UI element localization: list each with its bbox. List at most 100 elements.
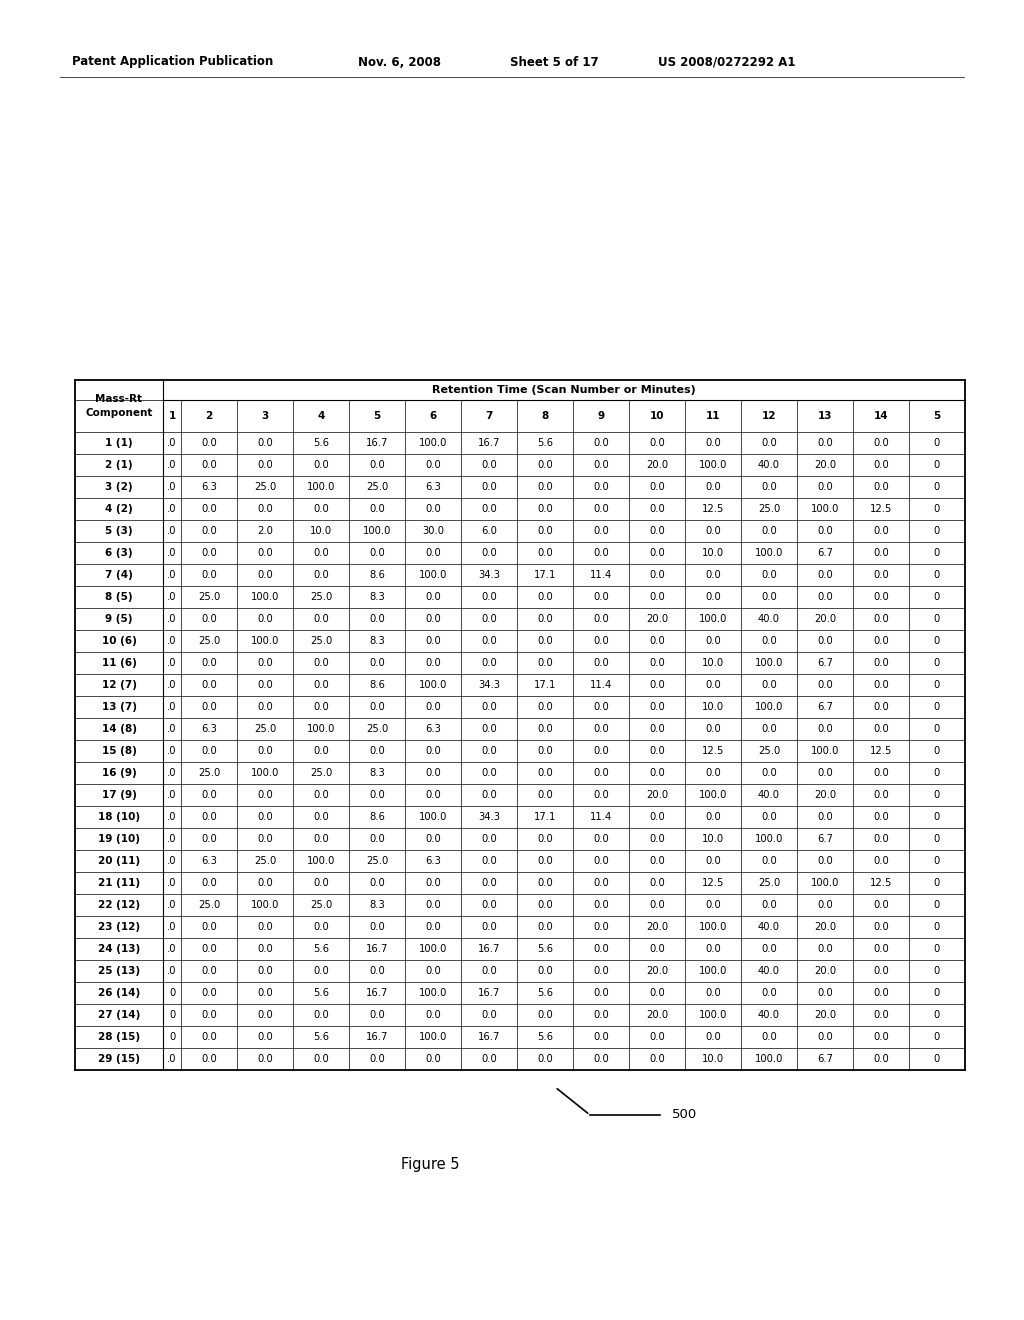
Text: 34.3: 34.3 [478,570,500,579]
Text: 0.0: 0.0 [313,789,329,800]
Text: 0.0: 0.0 [369,504,385,513]
Text: 0.0: 0.0 [201,966,217,975]
Text: 0: 0 [934,636,940,645]
Text: 0.0: 0.0 [873,438,889,447]
Text: Nov. 6, 2008: Nov. 6, 2008 [358,55,441,69]
Text: 0.0: 0.0 [201,614,217,624]
Text: 0.0: 0.0 [649,878,665,888]
Text: 20.0: 20.0 [814,921,836,932]
Text: 25.0: 25.0 [758,746,780,756]
Text: 0.0: 0.0 [201,680,217,690]
Text: 0.0: 0.0 [649,504,665,513]
Text: 0.0: 0.0 [649,900,665,909]
Text: 0.0: 0.0 [201,812,217,822]
Text: 0.0: 0.0 [817,680,833,690]
Text: 0.0: 0.0 [538,636,553,645]
Text: 0.0: 0.0 [817,812,833,822]
Text: 0.0: 0.0 [817,525,833,536]
Text: 10.0: 10.0 [310,525,332,536]
Text: 0.0: 0.0 [257,987,272,998]
Text: 25.0: 25.0 [310,900,332,909]
Text: 0.0: 0.0 [649,525,665,536]
Text: 0.0: 0.0 [425,768,441,777]
Text: 0.0: 0.0 [369,614,385,624]
Text: .0: .0 [167,636,177,645]
Text: 100.0: 100.0 [419,1032,447,1041]
Text: 0: 0 [934,768,940,777]
Text: 100.0: 100.0 [811,504,840,513]
Text: 0.0: 0.0 [313,459,329,470]
Text: 6.3: 6.3 [201,482,217,492]
Text: 0.0: 0.0 [313,878,329,888]
Text: 0: 0 [169,1032,175,1041]
Text: 0: 0 [934,591,940,602]
Text: 2: 2 [206,411,213,421]
Text: 0.0: 0.0 [201,878,217,888]
Text: 0.0: 0.0 [649,657,665,668]
Text: 100.0: 100.0 [755,834,783,843]
Text: 0.0: 0.0 [873,459,889,470]
Text: 0.0: 0.0 [201,789,217,800]
Text: 0.0: 0.0 [761,591,777,602]
Text: 0: 0 [934,812,940,822]
Text: 0.0: 0.0 [257,878,272,888]
Text: 0.0: 0.0 [649,438,665,447]
Text: 20.0: 20.0 [646,789,668,800]
Text: 0.0: 0.0 [425,834,441,843]
Text: 10.0: 10.0 [701,1053,724,1064]
Text: 5.6: 5.6 [537,438,553,447]
Text: 0.0: 0.0 [481,1053,497,1064]
Text: 0.0: 0.0 [257,944,272,954]
Text: 0.0: 0.0 [201,921,217,932]
Text: 0.0: 0.0 [313,1010,329,1020]
Text: 0.0: 0.0 [481,657,497,668]
Text: 0.0: 0.0 [313,548,329,558]
Text: 0.0: 0.0 [481,504,497,513]
Text: 25.0: 25.0 [310,768,332,777]
Text: 0.0: 0.0 [873,987,889,998]
Text: 5.6: 5.6 [537,1032,553,1041]
Text: 0.0: 0.0 [706,855,721,866]
Text: 0.0: 0.0 [313,1053,329,1064]
Text: 0.0: 0.0 [538,746,553,756]
Text: 0.0: 0.0 [481,921,497,932]
Text: 6.3: 6.3 [201,723,217,734]
Text: 0: 0 [934,723,940,734]
Text: 0.0: 0.0 [313,504,329,513]
Text: 30.0: 30.0 [422,525,444,536]
Text: .0: .0 [167,746,177,756]
Text: 8.6: 8.6 [369,680,385,690]
Text: 25.0: 25.0 [310,636,332,645]
Text: Sheet 5 of 17: Sheet 5 of 17 [510,55,599,69]
Text: .0: .0 [167,482,177,492]
Text: 0.0: 0.0 [817,855,833,866]
Text: 100.0: 100.0 [698,1010,727,1020]
Text: 0.0: 0.0 [649,944,665,954]
Text: 0.0: 0.0 [538,591,553,602]
Text: 40.0: 40.0 [758,789,780,800]
Text: 0.0: 0.0 [481,768,497,777]
Text: 12.5: 12.5 [701,504,724,513]
Text: 0: 0 [934,548,940,558]
Text: 0.0: 0.0 [257,834,272,843]
Text: 12.5: 12.5 [701,878,724,888]
Text: 0.0: 0.0 [593,1010,609,1020]
Text: 0.0: 0.0 [649,636,665,645]
Text: 5: 5 [374,411,381,421]
Text: 0.0: 0.0 [425,702,441,711]
Text: .0: .0 [167,614,177,624]
Text: 9 (5): 9 (5) [105,614,133,624]
Text: .0: .0 [167,966,177,975]
Text: .0: .0 [167,680,177,690]
Text: 0.0: 0.0 [313,702,329,711]
Text: 0.0: 0.0 [425,614,441,624]
Text: 25.0: 25.0 [366,482,388,492]
Text: 0.0: 0.0 [817,636,833,645]
Text: 0.0: 0.0 [481,855,497,866]
Text: 25.0: 25.0 [254,482,276,492]
Text: 0: 0 [934,1010,940,1020]
Text: 8.3: 8.3 [369,768,385,777]
Text: 0.0: 0.0 [481,591,497,602]
Text: 0.0: 0.0 [593,789,609,800]
Text: 100.0: 100.0 [755,702,783,711]
